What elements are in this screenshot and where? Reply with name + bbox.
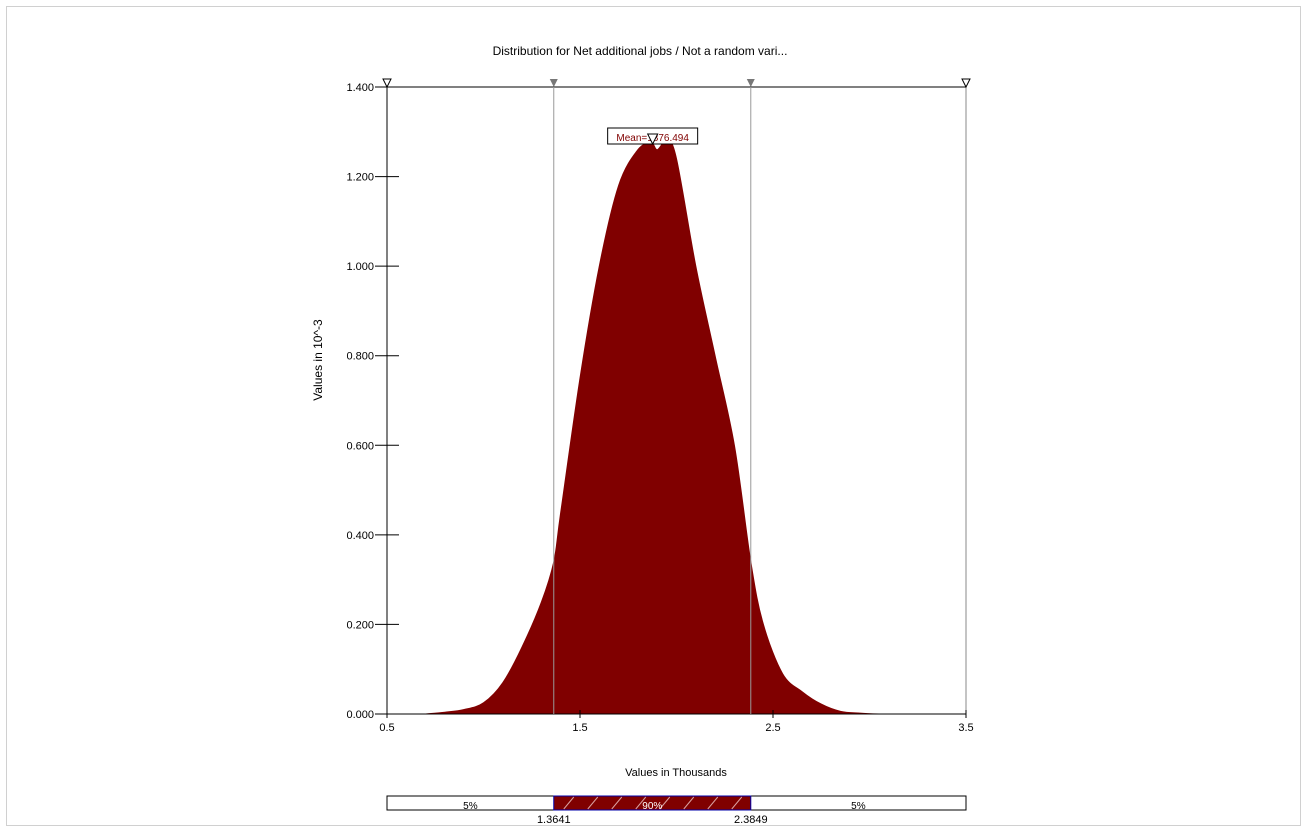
prob-bar-hatch xyxy=(683,796,695,810)
prob-bar-hatch xyxy=(587,796,599,810)
x-tick-label: 1.5 xyxy=(572,722,587,734)
x-tick-label: 3.5 xyxy=(958,722,973,734)
prob-bar-left-label: 5% xyxy=(463,801,478,812)
density-area xyxy=(425,140,880,715)
y-tick-label: 1.400 xyxy=(346,82,374,94)
x-axis-label: Values in Thousands xyxy=(625,767,727,779)
prob-bar-middle-label: 90% xyxy=(642,801,662,812)
prob-bar-left-value: 1.3641 xyxy=(537,814,571,826)
prob-bar-hatch xyxy=(635,796,647,810)
prob-bar-hatch xyxy=(659,796,671,810)
percentile-marker-triangle xyxy=(549,79,558,87)
y-tick-label: 0.000 xyxy=(346,709,374,721)
y-tick-label: 1.000 xyxy=(346,261,374,273)
y-axis-label: Values in 10^-3 xyxy=(311,319,325,401)
prob-bar-right-label: 5% xyxy=(851,801,866,812)
y-tick-label: 0.200 xyxy=(346,619,374,631)
x-tick-label: 0.5 xyxy=(379,722,394,734)
y-tick-label: 0.400 xyxy=(346,530,374,542)
range-marker-triangle xyxy=(382,78,392,89)
y-tick-label: 1.200 xyxy=(346,172,374,184)
plot-area: 0.000 0.200 0.400 0.600 0.800 1.000 1.200 1.400… xyxy=(346,78,974,734)
x-tick-label: 2.5 xyxy=(765,722,780,734)
probability-bar: 5% 90% 5% 1.3641 2.3849 xyxy=(386,795,967,826)
chart-title: Distribution for Net additional jobs / N… xyxy=(493,44,788,58)
range-marker-triangle xyxy=(961,78,971,89)
mean-marker-triangle xyxy=(646,133,659,146)
prob-bar-hatch xyxy=(707,796,719,810)
prob-bar-right-value: 2.3849 xyxy=(734,814,768,826)
percentile-marker-triangle xyxy=(746,79,755,87)
prob-bar-hatch xyxy=(611,796,623,810)
y-tick-label: 0.800 xyxy=(346,351,374,363)
prob-bar-hatch xyxy=(563,796,575,810)
prob-bar-middle-segment xyxy=(553,795,752,811)
y-tick-label: 0.600 xyxy=(346,440,374,452)
prob-bar-hatch xyxy=(731,796,743,810)
